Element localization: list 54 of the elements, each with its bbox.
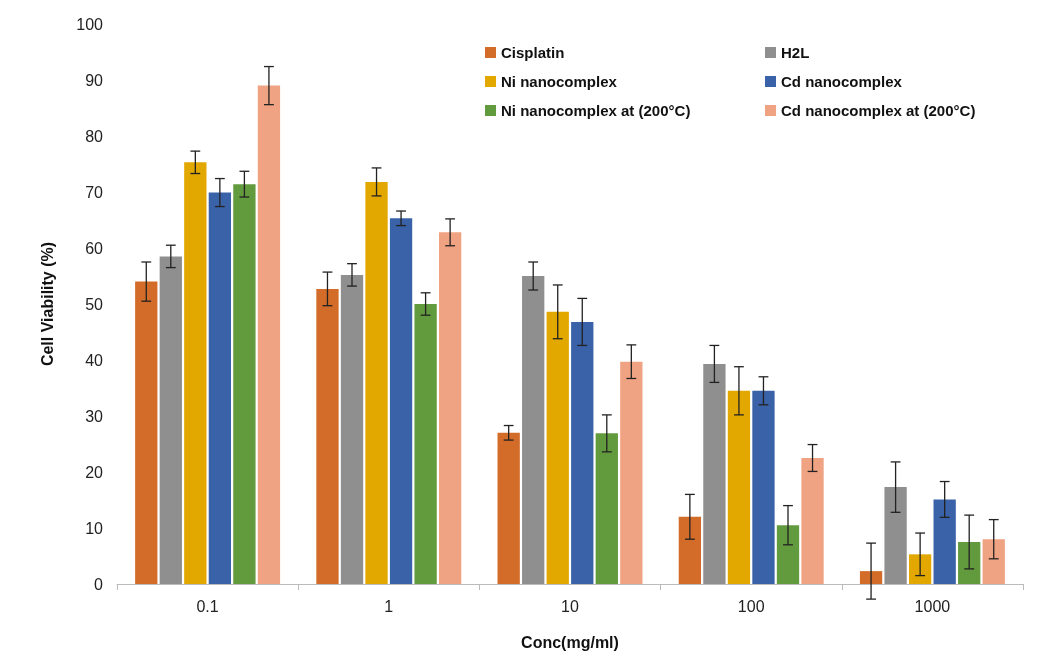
bar bbox=[159, 256, 182, 584]
bar bbox=[801, 458, 824, 584]
bar bbox=[257, 85, 281, 584]
legend-label: Cisplatin bbox=[501, 44, 565, 61]
bar bbox=[958, 542, 981, 584]
bar bbox=[703, 363, 726, 584]
legend-label: Ni nanocomplex at (200°C) bbox=[501, 102, 691, 119]
x-tick-label: 1000 bbox=[914, 597, 951, 615]
y-tick-label: 20 bbox=[85, 463, 104, 481]
y-axis-title: Cell Viability (%) bbox=[38, 241, 56, 367]
bar bbox=[678, 516, 702, 584]
y-tick-label: 40 bbox=[85, 351, 104, 369]
bar bbox=[908, 554, 932, 584]
legend-label: Ni nanocomplex bbox=[501, 73, 618, 90]
bar bbox=[933, 499, 956, 584]
y-tick-label: 10 bbox=[85, 519, 104, 537]
bar bbox=[522, 276, 545, 584]
y-tick-label: 0 bbox=[94, 575, 104, 593]
legend-label: H2L bbox=[781, 44, 810, 61]
bar bbox=[752, 390, 775, 584]
y-tick-label: 90 bbox=[85, 71, 104, 89]
x-tick-label: 100 bbox=[737, 597, 765, 615]
bar bbox=[620, 361, 643, 584]
bar bbox=[389, 218, 413, 584]
bar bbox=[571, 321, 594, 584]
y-tick-label: 70 bbox=[85, 183, 104, 201]
bar bbox=[135, 281, 158, 584]
bar bbox=[438, 232, 462, 584]
bar bbox=[340, 274, 364, 584]
x-tick-label: 10 bbox=[561, 597, 579, 615]
y-tick-label: 100 bbox=[76, 15, 104, 33]
legend-label: Cd nanocomplex at (200°C) bbox=[781, 102, 976, 119]
bar bbox=[727, 390, 751, 584]
bar bbox=[316, 288, 339, 584]
x-tick-label: 1 bbox=[384, 597, 394, 615]
y-tick-label: 30 bbox=[85, 407, 104, 425]
bar bbox=[184, 162, 207, 584]
bar bbox=[884, 487, 907, 584]
bar bbox=[776, 525, 800, 584]
bar bbox=[497, 432, 520, 584]
bar bbox=[982, 539, 1005, 584]
y-tick-label: 80 bbox=[85, 127, 104, 145]
bar bbox=[595, 433, 618, 584]
x-axis-title: Conc(mg/ml) bbox=[521, 633, 619, 651]
y-tick-label: 60 bbox=[85, 239, 104, 257]
bar bbox=[365, 181, 388, 584]
bar bbox=[414, 304, 437, 584]
bar bbox=[859, 571, 883, 584]
bar bbox=[208, 192, 232, 584]
x-tick-label: 0.1 bbox=[196, 597, 219, 615]
legend-label: Cd nanocomplex bbox=[781, 73, 903, 90]
bar bbox=[233, 184, 256, 584]
bar bbox=[546, 311, 569, 584]
y-tick-label: 50 bbox=[85, 295, 104, 313]
